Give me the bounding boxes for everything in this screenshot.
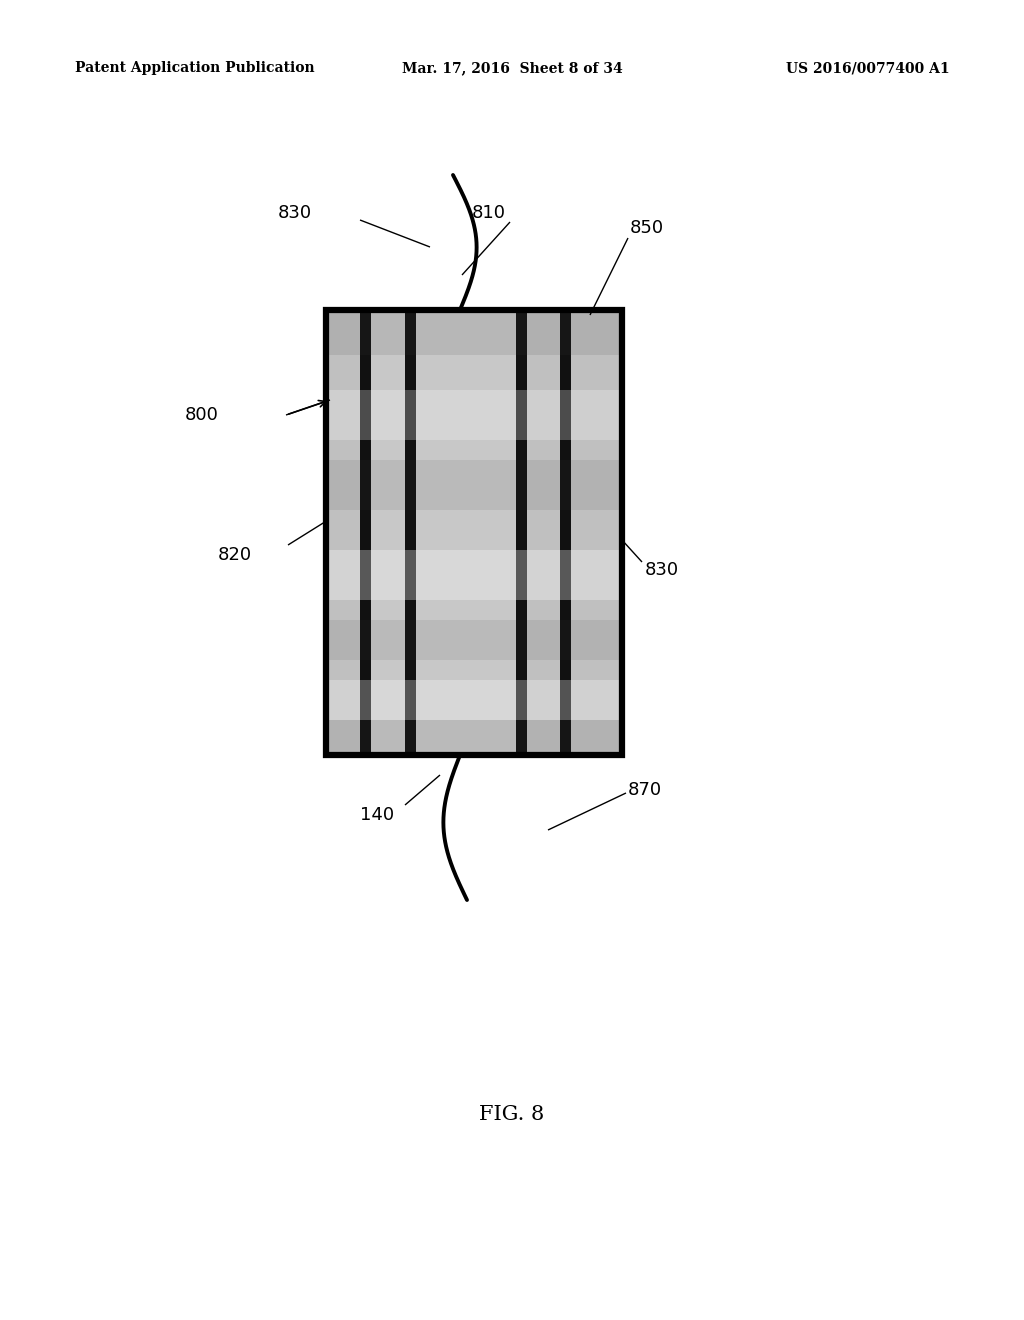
Bar (416, 310, 516, 755)
Text: 870: 870 (628, 781, 663, 799)
Bar (326, 550, 622, 601)
Text: 820: 820 (218, 546, 252, 564)
Bar (360, 310, 371, 755)
Bar (406, 310, 416, 755)
Text: 850: 850 (630, 219, 665, 238)
Text: Patent Application Publication: Patent Application Publication (75, 61, 314, 75)
Bar (326, 680, 622, 719)
Bar (326, 310, 622, 355)
Text: 800: 800 (185, 407, 219, 424)
Text: 830: 830 (278, 205, 312, 222)
Text: FIG. 8: FIG. 8 (479, 1106, 545, 1125)
Text: US 2016/0077400 A1: US 2016/0077400 A1 (786, 61, 950, 75)
Bar (326, 620, 622, 660)
Bar (371, 310, 406, 755)
Bar (326, 310, 622, 755)
Bar (326, 310, 360, 755)
Bar (560, 310, 571, 755)
Bar (326, 310, 622, 755)
Bar (326, 719, 622, 755)
Bar (326, 459, 622, 510)
Bar (516, 310, 527, 755)
Bar (571, 310, 622, 755)
Text: 140: 140 (360, 807, 394, 824)
Bar (326, 389, 622, 440)
Text: 810: 810 (472, 205, 506, 222)
Text: 830: 830 (645, 561, 679, 579)
Text: Mar. 17, 2016  Sheet 8 of 34: Mar. 17, 2016 Sheet 8 of 34 (401, 61, 623, 75)
Bar (527, 310, 560, 755)
